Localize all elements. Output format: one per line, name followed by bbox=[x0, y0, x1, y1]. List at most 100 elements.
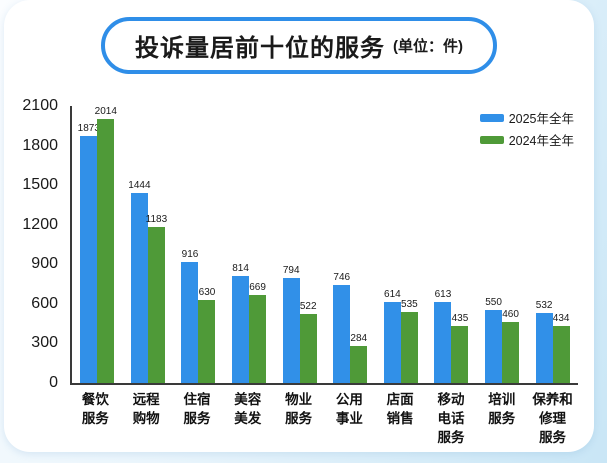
bar-group: 613 435 bbox=[426, 106, 477, 383]
legend-item: 2025年全年 bbox=[479, 108, 574, 127]
bar-2024年全年 bbox=[502, 322, 520, 383]
bar-group: 794 522 bbox=[274, 106, 325, 383]
bar-column: 814 bbox=[232, 106, 250, 383]
bar-2025年全年 bbox=[130, 192, 148, 383]
chart-title: 投诉量居前十位的服务 bbox=[135, 35, 385, 62]
bar-2024年全年 bbox=[299, 314, 317, 383]
bar-2024年全年 bbox=[97, 119, 115, 383]
y-tick-label: 1500 bbox=[22, 176, 58, 194]
bar-value-label: 550 bbox=[485, 297, 502, 309]
legend-swatch bbox=[479, 135, 504, 144]
bar-value-label: 535 bbox=[401, 299, 418, 311]
bar-column: 630 bbox=[198, 106, 216, 383]
bar-column: 614 bbox=[383, 106, 401, 383]
bar-2024年全年 bbox=[552, 325, 570, 383]
bar-column: 794 bbox=[282, 106, 300, 383]
bar-value-label: 532 bbox=[535, 299, 553, 311]
y-tick-label: 0 bbox=[49, 374, 58, 391]
x-axis-category-label: 移动 电话 服务 bbox=[437, 392, 465, 445]
bar-column: 916 bbox=[181, 106, 199, 383]
bar-value-label: 814 bbox=[232, 262, 249, 274]
y-tick-label: 1800 bbox=[22, 136, 58, 154]
legend: 2025年全年 2024年全年 bbox=[479, 108, 574, 149]
bar-group: 814 669 bbox=[224, 106, 275, 383]
bar-column: 746 bbox=[333, 106, 351, 383]
chart-card: 投诉量居前十位的服务 (单位：件) 0 300 600 900 1200 1500 1800… bbox=[4, 0, 594, 452]
bar-column: 284 bbox=[350, 106, 368, 383]
bar-column: 535 bbox=[400, 106, 418, 383]
chart-unit-label: (单位：件) bbox=[393, 38, 463, 55]
plot-area: 0 300 600 900 1200 1500 1800 2100 1873 2014 1444 1… bbox=[22, 98, 578, 391]
bar-2024年全年 bbox=[451, 325, 469, 383]
legend-label: 2025年全年 bbox=[508, 112, 574, 126]
bar-value-label: 1873 bbox=[77, 122, 100, 134]
bar-column: 550 bbox=[485, 106, 503, 383]
bar-value-label: 630 bbox=[198, 286, 216, 298]
bar-2025年全年 bbox=[282, 278, 300, 383]
x-axis-category-label: 餐饮 服务 bbox=[81, 392, 109, 426]
bar-group: 614 535 bbox=[376, 106, 427, 383]
bar-2024年全年 bbox=[198, 299, 216, 383]
bar-2025年全年 bbox=[232, 275, 250, 383]
bar-groups: 1873 2014 1444 1183 916 630 814 669 794 522 746 284… bbox=[72, 106, 578, 383]
bar-2025年全年 bbox=[333, 284, 351, 383]
bar-column: 1873 bbox=[77, 106, 100, 383]
bar-2025年全年 bbox=[485, 310, 503, 383]
x-axis-category-label: 美容 美发 bbox=[234, 392, 262, 426]
bar-group: 550 460 bbox=[477, 106, 528, 383]
x-axis-category-label: 培训 服务 bbox=[488, 392, 516, 426]
bar-value-label: 794 bbox=[282, 265, 300, 277]
bar-group: 532 434 bbox=[527, 106, 578, 383]
y-tick-label: 300 bbox=[31, 334, 58, 352]
bar-value-label: 435 bbox=[451, 312, 469, 324]
bar-column: 435 bbox=[451, 106, 469, 383]
bar-column: 1183 bbox=[145, 106, 168, 383]
x-axis-category-label: 远程 购物 bbox=[132, 392, 160, 426]
bar-group: 1444 1183 bbox=[123, 106, 174, 383]
bar-value-label: 2014 bbox=[94, 106, 117, 117]
bar-value-label: 284 bbox=[350, 332, 368, 344]
x-axis-category-label: 店面 销售 bbox=[386, 392, 414, 426]
bar-value-label: 614 bbox=[384, 289, 401, 301]
bar-value-label: 1183 bbox=[145, 213, 168, 225]
bar-value-label: 746 bbox=[333, 271, 351, 283]
chart-area: 0 300 600 900 1200 1500 1800 2100 1873 2014 1444 1… bbox=[18, 98, 578, 448]
bar-group: 916 630 bbox=[173, 106, 224, 383]
bar-column: 2014 bbox=[94, 106, 117, 383]
y-tick-label: 1200 bbox=[22, 215, 58, 233]
bar-2025年全年 bbox=[181, 262, 199, 383]
bar-column: 1444 bbox=[128, 106, 151, 383]
bar-value-label: 434 bbox=[552, 312, 570, 324]
bar-value-label: 1444 bbox=[128, 179, 151, 191]
bar-column: 460 bbox=[502, 106, 520, 383]
bar-column: 669 bbox=[249, 106, 267, 383]
bar-2024年全年 bbox=[249, 294, 267, 383]
x-axis-labels: 餐饮 服务 远程 购物 住宿 服务 美容 美发 物业 服务 公用 事业 店面 销售 移动 电话 服务 培训 服务 保养… bbox=[70, 391, 578, 448]
bar-value-label: 669 bbox=[249, 281, 266, 293]
bar-column: 522 bbox=[299, 106, 317, 383]
bar-2025年全年 bbox=[80, 135, 98, 383]
bar-group: 1873 2014 bbox=[72, 106, 123, 383]
x-axis-category-label: 保养和 修理 服务 bbox=[532, 392, 573, 445]
y-axis-ticks: 0 300 600 900 1200 1500 1800 2100 bbox=[18, 98, 64, 391]
bar-2025年全年 bbox=[535, 312, 553, 383]
chart-title-pill: 投诉量居前十位的服务 (单位：件) bbox=[101, 17, 497, 74]
bar-2024年全年 bbox=[147, 226, 165, 383]
y-tick-label: 600 bbox=[31, 294, 58, 312]
bar-value-label: 460 bbox=[502, 309, 519, 321]
legend-item: 2024年全年 bbox=[479, 130, 574, 149]
legend-swatch bbox=[479, 113, 504, 122]
bar-column: 532 bbox=[535, 106, 553, 383]
bar-column: 613 bbox=[434, 106, 452, 383]
bar-2025年全年 bbox=[383, 302, 401, 383]
bar-column: 434 bbox=[552, 106, 570, 383]
y-tick-label: 2100 bbox=[22, 97, 58, 114]
bar-value-label: 522 bbox=[299, 301, 317, 313]
bar-2024年全年 bbox=[350, 345, 368, 383]
x-axis-category-label: 物业 服务 bbox=[285, 392, 313, 426]
x-axis-category-label: 住宿 服务 bbox=[183, 392, 211, 426]
legend-label: 2024年全年 bbox=[508, 134, 574, 148]
bar-group: 746 284 bbox=[325, 106, 376, 383]
bar-2025年全年 bbox=[434, 302, 452, 383]
bar-2024年全年 bbox=[400, 312, 418, 383]
